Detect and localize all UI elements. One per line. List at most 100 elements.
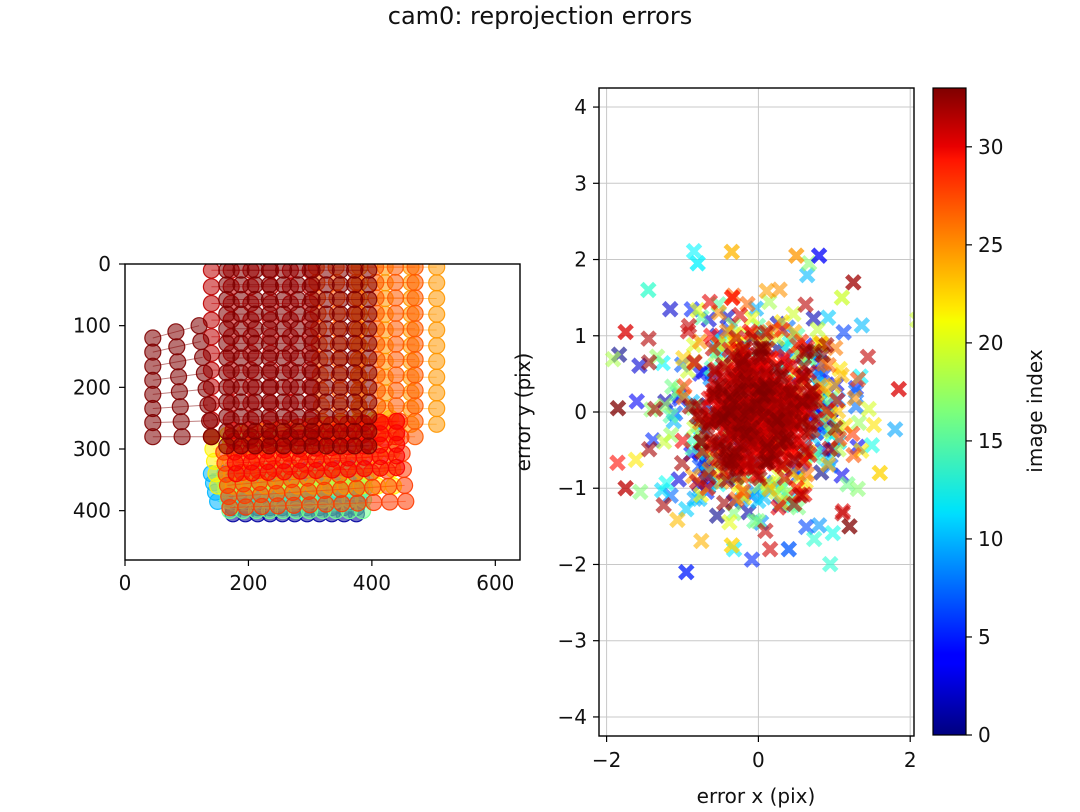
image-point <box>317 495 335 513</box>
image-point <box>406 304 424 322</box>
image-point <box>332 480 350 498</box>
error-point <box>646 400 664 418</box>
image-point <box>194 348 212 366</box>
image-point <box>201 412 219 430</box>
error-point <box>846 389 864 407</box>
image-point <box>260 422 278 440</box>
error-point <box>909 311 914 329</box>
image-point <box>406 366 424 384</box>
image-point <box>307 462 325 480</box>
image-point <box>428 289 446 308</box>
error-y-tick-label: −1 <box>558 476 587 500</box>
error-point <box>617 323 634 341</box>
colorbar-tick-label: 15 <box>978 429 1003 453</box>
error-point <box>770 499 787 516</box>
image-point <box>195 364 213 382</box>
error-point <box>805 530 823 548</box>
image-points-x-tick-label: 0 <box>119 571 132 595</box>
image-point <box>428 321 446 339</box>
image-point <box>289 422 307 440</box>
error-ticks: −2 0 2 −4 −3 −2 −1 0 1 2 3 4 <box>558 95 917 772</box>
error-point <box>758 282 775 300</box>
image-point <box>260 349 278 367</box>
error-point <box>757 522 774 540</box>
colorbar-gradient <box>932 87 967 736</box>
image-point <box>192 332 210 351</box>
error-point <box>717 441 734 458</box>
error-point <box>732 415 750 433</box>
image-point <box>221 499 239 517</box>
image-point <box>360 349 378 367</box>
error-point <box>757 324 774 341</box>
image-point <box>406 335 424 353</box>
image-point <box>260 378 278 396</box>
image-point <box>406 320 424 338</box>
image-point <box>360 290 378 309</box>
image-point <box>380 477 398 495</box>
image-point <box>406 273 424 292</box>
error-point <box>747 300 765 317</box>
image-point <box>289 290 307 309</box>
error-point <box>689 255 706 272</box>
error-point <box>686 354 703 371</box>
image-point <box>202 294 220 313</box>
image-point <box>331 276 349 294</box>
image-point <box>169 353 187 371</box>
image-point <box>303 378 321 396</box>
image-point <box>291 462 309 480</box>
error-point <box>797 296 814 313</box>
image-point <box>260 408 278 426</box>
error-point <box>700 468 718 486</box>
image-points-y-tick-label: 300 <box>73 437 111 461</box>
image-point <box>331 349 349 367</box>
image-point <box>303 276 321 294</box>
error-point <box>834 505 851 522</box>
error-point <box>810 247 828 264</box>
image-point <box>303 349 321 367</box>
image-point <box>397 492 415 510</box>
image-point <box>333 495 351 513</box>
error-point <box>890 380 908 398</box>
image-point <box>303 334 321 352</box>
error-point <box>761 540 779 558</box>
image-point <box>360 364 378 382</box>
error-point <box>886 421 904 438</box>
image-point <box>275 463 293 481</box>
error-point <box>841 518 858 535</box>
image-point <box>260 305 278 323</box>
image-point <box>199 396 217 414</box>
image-points-y-tick-label: 100 <box>73 314 111 338</box>
error-point <box>798 266 816 284</box>
error-point <box>724 289 741 307</box>
image-point <box>387 397 405 415</box>
error-point <box>759 453 777 471</box>
image-point <box>269 497 287 515</box>
error-point <box>768 359 785 376</box>
image-point <box>406 412 424 430</box>
error-point <box>751 340 768 358</box>
image-point <box>406 351 424 369</box>
error-y-tick-label: −2 <box>558 552 587 576</box>
error-x-axis-label: error x (pix) <box>697 784 816 808</box>
image-point <box>289 276 307 294</box>
image-point <box>331 437 349 455</box>
error-point <box>777 382 794 400</box>
colorbar-tick-label: 30 <box>978 135 1003 159</box>
error-point <box>833 289 851 306</box>
image-points-y-tick-label: 400 <box>73 499 111 523</box>
image-point <box>289 334 307 352</box>
error-point <box>780 540 798 558</box>
error-y-tick-label: −4 <box>558 705 587 729</box>
image-point <box>144 428 162 446</box>
error-point <box>655 496 672 514</box>
error-point <box>680 317 698 335</box>
error-point <box>800 424 817 441</box>
error-y-tick-label: 0 <box>574 400 587 424</box>
image-point <box>303 437 321 455</box>
image-point <box>303 290 321 309</box>
image-point <box>289 305 307 323</box>
error-point <box>750 492 767 510</box>
image-point <box>303 320 321 338</box>
error-point <box>821 555 839 573</box>
error-point <box>715 409 732 427</box>
